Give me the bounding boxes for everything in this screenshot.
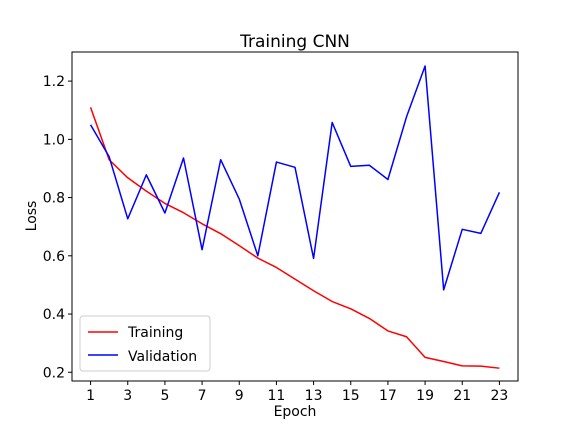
x-tick-label: 13 [305,388,323,404]
x-tick-label: 19 [416,388,434,404]
x-axis-ticks: 1 3 5 7 9 11 13 15 17 19 21 23 [86,381,508,404]
x-tick-label: 15 [342,388,360,404]
x-tick-label: 9 [235,388,244,404]
y-tick-label: 0.8 [43,191,65,207]
legend-box [79,315,211,372]
x-axis-label: Epoch [274,404,317,420]
y-tick-label: 0.4 [43,307,65,323]
legend: Training Validation [79,315,211,372]
x-tick-label: 17 [379,388,397,404]
x-tick-label: 1 [86,388,95,404]
legend-label-training: Training [127,325,183,341]
y-tick-label: 0.2 [43,365,65,381]
y-axis-label: Loss [24,201,40,232]
chart-title: Training CNN [239,32,350,52]
x-tick-label: 5 [160,388,169,404]
y-tick-label: 1.0 [43,132,65,148]
legend-label-validation: Validation [128,349,197,365]
x-tick-label: 21 [453,388,471,404]
y-tick-label: 1.2 [43,74,65,90]
y-axis-ticks: 0.2 0.4 0.6 0.8 1.0 1.2 [43,74,72,381]
plot-frame [71,51,519,382]
y-tick-label: 0.6 [43,249,65,265]
series-line-validation [89,65,501,291]
x-tick-label: 3 [123,388,132,404]
series-layer [89,65,501,369]
x-tick-label: 11 [268,388,286,404]
x-tick-label: 7 [198,388,207,404]
x-tick-label: 23 [491,388,509,404]
